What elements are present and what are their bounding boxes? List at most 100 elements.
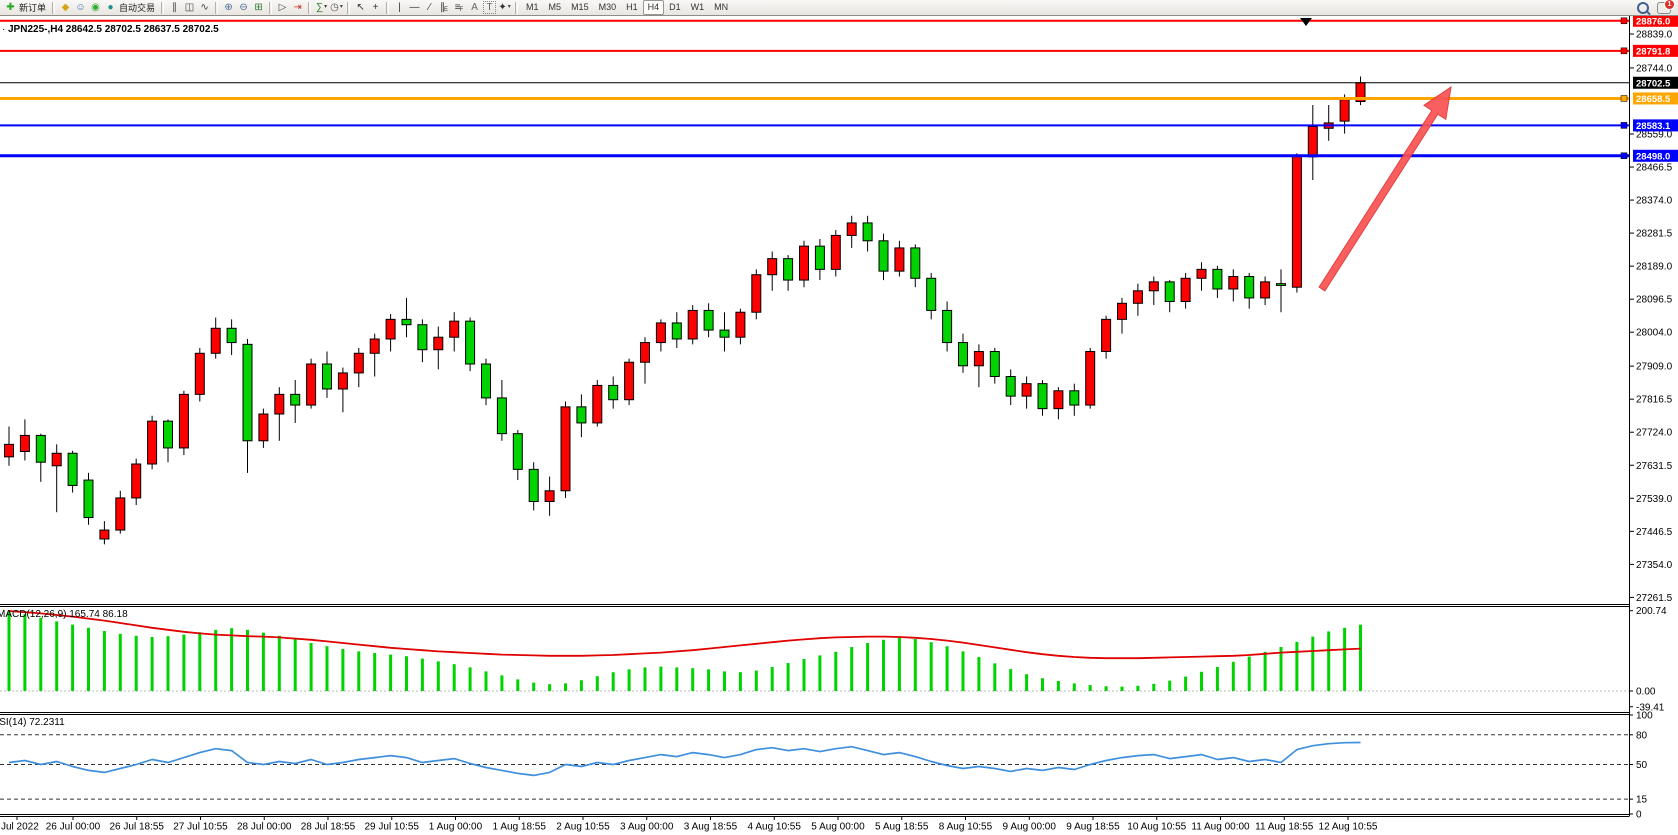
cursor-icon[interactable]: ↖: [356, 2, 365, 13]
toolbar-separator: [269, 1, 273, 14]
timeframe-H4[interactable]: H4: [642, 0, 665, 15]
bull-candle: [449, 320, 460, 338]
zoom-in-icon[interactable]: ⊕: [224, 2, 233, 13]
price-badge-label: 28791.8: [1636, 46, 1670, 57]
main-panel[interactable]: [0, 16, 1629, 604]
bear-candle: [910, 247, 921, 279]
profile-icon[interactable]: ☺: [75, 2, 86, 13]
rsi-line: [8, 741, 1361, 777]
new-order-icon[interactable]: ✚: [6, 2, 15, 13]
macd-histogram-bar: [1072, 683, 1076, 691]
timeframe-M15[interactable]: M15: [571, 2, 589, 12]
bull-candle: [544, 490, 555, 502]
zoom-out-icon[interactable]: ⊖: [239, 2, 248, 13]
timeframe-M5[interactable]: M5: [548, 2, 562, 12]
macd-panel[interactable]: [0, 606, 1629, 712]
bear-candle: [576, 406, 587, 424]
timeframe-MN[interactable]: MN: [714, 2, 729, 12]
price-axis-label: 28744.0: [1636, 63, 1673, 74]
new-order-label[interactable]: 新订单: [19, 3, 47, 13]
channel-icon[interactable]: ∥ E: [440, 2, 449, 13]
horizontal-line-icon[interactable]: —: [409, 2, 420, 13]
rsi-axis-label: 100: [1636, 711, 1653, 722]
history-icon[interactable]: ◆: [61, 2, 70, 13]
bear-candle: [783, 258, 794, 281]
bull-candle: [1260, 281, 1271, 299]
macd-histogram-bar: [214, 629, 218, 691]
bear-candle: [481, 363, 491, 399]
timeframe-M1[interactable]: M1: [526, 2, 539, 12]
line-chart-icon[interactable]: ∿: [200, 2, 209, 13]
price-chart[interactable]: 28839.0 28744.0 28559.0 28466.5 28374.0 28281…: [0, 14, 1678, 835]
bull-candle: [1148, 281, 1159, 292]
time-axis-label: 26 Jul 00:00: [46, 822, 101, 833]
bear-candle: [512, 433, 523, 470]
autotrading-label[interactable]: 自动交易: [119, 3, 156, 13]
chat-icon[interactable]: 1: [1657, 0, 1675, 14]
macd-histogram-bar: [373, 653, 377, 691]
trend-arrow-annotation[interactable]: [1318, 85, 1452, 292]
rsi-axis-label: 80: [1636, 730, 1648, 741]
timeframe-W1[interactable]: W1: [690, 2, 705, 12]
macd-histogram-bar: [484, 671, 488, 691]
macd-histogram-bar: [754, 670, 758, 691]
bull-candle: [1085, 351, 1096, 406]
macd-histogram-bar: [468, 667, 472, 691]
macd-histogram-bar: [1295, 641, 1299, 691]
text-icon[interactable]: A: [471, 2, 478, 13]
candlestick-icon[interactable]: ◫: [184, 2, 195, 13]
periods-icon[interactable]: ◷ ▾: [330, 2, 343, 13]
timeframe-group: M1 M5 M15 M30 H1 H4 D1 W1 MN: [521, 0, 733, 15]
chart-window: 28839.0 28744.0 28559.0 28466.5 28374.0 28281…: [0, 14, 1678, 835]
crosshair-icon[interactable]: +: [372, 2, 379, 13]
rsi-axis-label: 15: [1636, 795, 1648, 806]
price-axis-label: 27724.0: [1636, 428, 1673, 439]
tile-windows-icon[interactable]: ⊞: [254, 2, 263, 13]
fibonacci-icon[interactable]: ≡ F: [454, 2, 464, 13]
time-axis-label: 3 Aug 18:55: [684, 822, 738, 833]
trendline-icon[interactable]: ∕: [428, 2, 431, 13]
auto-scroll-icon[interactable]: ▷: [278, 2, 287, 13]
toolbar-icon-strip: ✚ 新订单 ◆ ☺ ◉ ● 自动交易 ∥ ◫ ∿ ⊕ ⊖ ⊞ ▷ ⇥ ∑ ▾ ◷ ▾ ↖ + | — ∕ ∥ E ≡ F A T ✦ ▾: [3, 1, 521, 14]
price-badge: [1633, 14, 1678, 27]
price-axis-label: 28839.0: [1636, 30, 1673, 41]
text-label-icon[interactable]: T: [483, 1, 497, 14]
shapes-icon[interactable]: ✦ ▾: [498, 2, 511, 13]
signal-icon[interactable]: ◉: [91, 2, 100, 13]
timeframe-M30[interactable]: M30: [598, 2, 617, 12]
price-badge-label: 28583.1: [1636, 121, 1671, 132]
macd-histogram-bar: [961, 651, 965, 691]
bear-candle: [989, 351, 1000, 377]
bull-candle: [99, 529, 110, 540]
vertical-line-icon[interactable]: |: [398, 2, 401, 13]
bull-candle: [640, 342, 650, 363]
price-axis-label: 27909.0: [1636, 362, 1673, 373]
chart-shift-icon[interactable]: ⇥: [293, 2, 302, 13]
macd-histogram-bar: [691, 668, 695, 691]
bar-chart-icon[interactable]: ∥: [172, 2, 178, 13]
autotrading-icon[interactable]: ●: [107, 2, 114, 13]
timeframe-H1[interactable]: H1: [626, 2, 638, 12]
macd-histogram-bar: [516, 679, 520, 691]
time-axis-label: 1 Aug 18:55: [493, 822, 547, 833]
macd-histogram-bar: [1025, 674, 1029, 691]
bull-candle: [1021, 383, 1032, 397]
bull-candle: [1307, 126, 1318, 158]
bull-candle: [131, 463, 142, 499]
macd-histogram-bar: [723, 671, 726, 691]
chart-shift-marker[interactable]: [1300, 18, 1312, 26]
macd-histogram-bar: [595, 676, 599, 691]
price-badge: [1633, 44, 1678, 57]
macd-histogram-bar: [134, 635, 138, 691]
macd-histogram-bar: [293, 639, 297, 691]
timeframe-D1[interactable]: D1: [669, 2, 681, 12]
indicators-icon[interactable]: ∑ ▾: [315, 2, 328, 13]
macd-histogram-bar: [23, 614, 27, 691]
macd-histogram-bar: [230, 628, 234, 691]
macd-histogram-bar: [548, 684, 552, 691]
bull-candle: [687, 309, 698, 340]
bear-candle: [608, 384, 619, 401]
search-icon[interactable]: [1637, 1, 1649, 14]
macd-histogram-bar: [675, 667, 679, 691]
macd-histogram-bar: [325, 646, 329, 691]
